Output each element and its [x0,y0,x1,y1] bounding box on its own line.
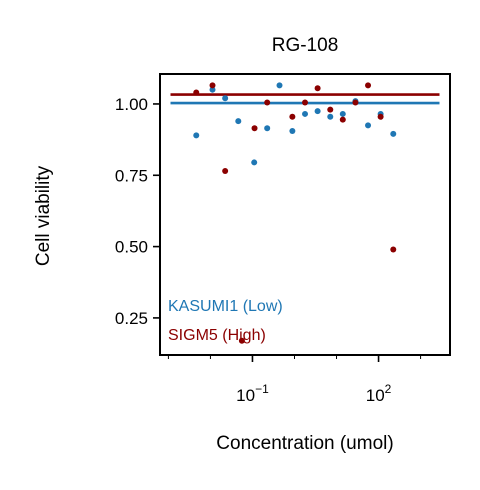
y-tick-label: 1.00 [115,95,148,114]
data-point-sigm5 [377,113,384,120]
data-point-kasumi1 [289,128,296,135]
data-point-sigm5 [209,82,216,89]
data-point-kasumi1 [302,110,309,117]
legend-label-kasumi1: KASUMI1 (Low) [168,298,283,315]
y-tick-label: 0.50 [115,238,148,257]
data-point-sigm5 [289,113,296,120]
data-point-kasumi1 [365,122,372,129]
data-point-kasumi1 [251,159,258,166]
data-point-kasumi1 [327,113,334,120]
x-axis-label: Concentration (umol) [216,433,393,454]
x-tick-label: 102 [366,382,392,405]
data-point-kasumi1 [235,118,242,125]
data-point-kasumi1 [222,95,229,102]
data-point-sigm5 [238,337,245,344]
data-point-sigm5 [314,85,321,92]
plot-area: 0.25 0.50 0.75 1.00 10−1 102 [115,73,451,405]
data-point-sigm5 [302,99,309,106]
y-tick-label: 0.25 [115,309,148,328]
data-point-sigm5 [339,116,346,123]
data-point-sigm5 [193,89,200,96]
data-point-sigm5 [264,99,271,106]
data-point-sigm5 [251,125,258,132]
y-tick-label: 0.75 [115,166,148,185]
data-point-sigm5 [327,106,334,113]
data-point-kasumi1 [264,125,271,132]
data-point-sigm5 [390,246,397,253]
data-point-sigm5 [365,82,372,89]
data-point-kasumi1 [314,108,321,115]
data-point-kasumi1 [339,110,346,117]
chart-title: RG-108 [272,35,339,56]
data-point-sigm5 [222,167,229,174]
data-point-sigm5 [352,99,359,106]
data-point-kasumi1 [276,82,283,89]
legend-label-sigm5: SIGM5 (High) [168,327,266,344]
plot-frame [159,73,451,356]
data-point-kasumi1 [209,86,216,93]
data-point-kasumi1 [390,130,397,137]
data-point-kasumi1 [193,132,200,139]
y-axis-label: Cell viability [33,165,54,266]
x-tick-label: 10−1 [236,382,269,405]
